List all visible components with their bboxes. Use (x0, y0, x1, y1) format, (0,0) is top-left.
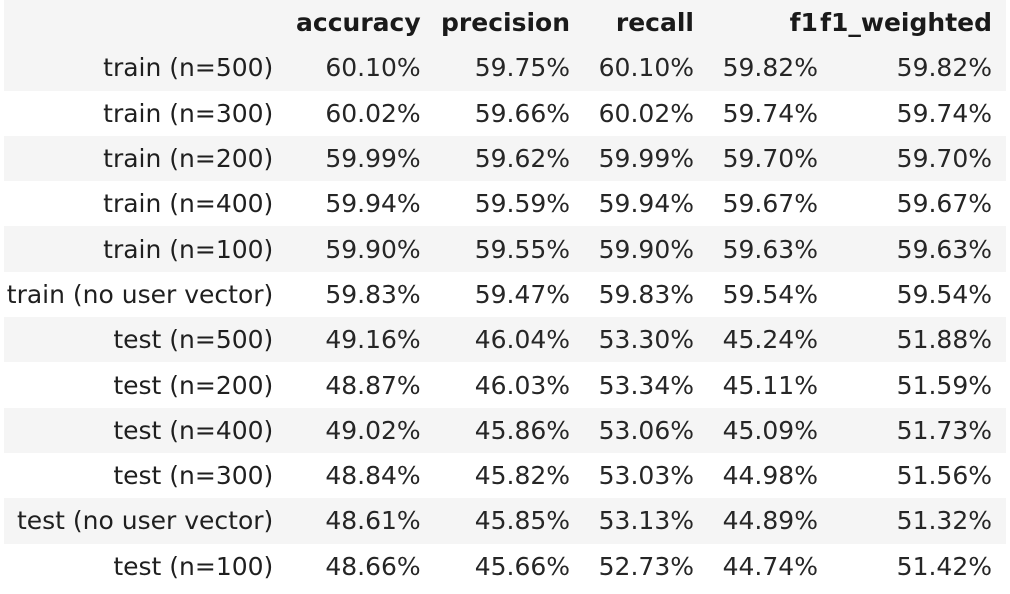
cell-f1: 45.09% (722, 415, 818, 445)
cell-accuracy: 59.94% (325, 189, 421, 219)
row-label: train (no user vector) (6, 279, 274, 309)
table-header: accuracy precision recall f1 f1_weighted (4, 0, 1006, 46)
cell-f1-weighted: 51.56% (896, 461, 992, 491)
cell-precision: 59.59% (474, 189, 571, 219)
row-label: test (n=200) (113, 370, 274, 400)
cell-precision: 45.82% (474, 461, 571, 491)
cell-recall: 52.73% (598, 551, 694, 581)
cell-f1: 59.70% (722, 144, 818, 174)
cell-f1: 45.11% (722, 370, 818, 400)
cell-recall: 59.90% (598, 234, 694, 264)
table-row: test (n=500) 49.16% 46.04% 53.30% 45.24%… (4, 317, 1006, 363)
cell-f1-weighted: 59.74% (896, 98, 992, 128)
cell-f1-weighted: 51.32% (896, 506, 992, 536)
cell-recall: 53.06% (598, 415, 694, 445)
cell-f1-weighted: 51.88% (896, 325, 992, 355)
cell-f1: 59.63% (722, 234, 818, 264)
cell-recall: 59.99% (598, 144, 694, 174)
cell-f1: 59.74% (722, 98, 818, 128)
cell-f1-weighted: 59.70% (896, 144, 992, 174)
row-label: train (n=500) (103, 53, 274, 83)
row-label: test (n=300) (113, 461, 274, 491)
cell-f1-weighted: 51.73% (896, 415, 992, 445)
cell-precision: 59.75% (474, 53, 571, 83)
metrics-table: accuracy precision recall f1 f1_weighted… (4, 0, 1006, 589)
table-row: train (n=500) 60.10% 59.75% 60.10% 59.82… (4, 45, 1006, 91)
table-row: train (n=100) 59.90% 59.55% 59.90% 59.63… (4, 226, 1006, 272)
cell-f1: 44.98% (722, 461, 818, 491)
cell-f1: 59.54% (722, 279, 818, 309)
cell-f1: 44.74% (722, 551, 818, 581)
cell-recall: 53.03% (598, 461, 694, 491)
cell-precision: 45.86% (474, 415, 571, 445)
cell-precision: 45.66% (474, 551, 571, 581)
cell-accuracy: 48.66% (325, 551, 421, 581)
cell-accuracy: 60.02% (325, 98, 421, 128)
header-index-cell (4, 0, 274, 46)
cell-f1: 44.89% (722, 506, 818, 536)
row-label: test (n=400) (113, 415, 274, 445)
row-label: train (n=400) (103, 189, 274, 219)
cell-accuracy: 48.61% (325, 506, 421, 536)
table-row: test (no user vector) 48.61% 45.85% 53.1… (4, 498, 1006, 544)
cell-recall: 53.13% (598, 506, 694, 536)
cell-f1: 59.67% (722, 189, 818, 219)
header-f1: f1 (693, 0, 818, 46)
header-recall: recall (570, 0, 694, 46)
row-label: train (n=300) (103, 98, 274, 128)
row-label: train (n=100) (103, 234, 274, 264)
cell-precision: 46.04% (474, 325, 571, 355)
row-label: test (n=100) (113, 551, 274, 581)
header-precision: precision (420, 0, 571, 46)
cell-accuracy: 59.83% (325, 279, 421, 309)
cell-accuracy: 48.87% (325, 370, 421, 400)
cell-precision: 46.03% (474, 370, 571, 400)
cell-recall: 53.34% (598, 370, 694, 400)
table-body: train (n=500) 60.10% 59.75% 60.10% 59.82… (4, 45, 1006, 589)
cell-precision: 59.62% (474, 144, 571, 174)
cell-f1: 59.82% (722, 53, 818, 83)
cell-f1-weighted: 59.82% (896, 53, 992, 83)
table-row: test (n=100) 48.66% 45.66% 52.73% 44.74%… (4, 543, 1006, 589)
cell-accuracy: 59.99% (325, 144, 421, 174)
cell-recall: 59.83% (598, 279, 694, 309)
cell-precision: 45.85% (474, 506, 571, 536)
cell-f1-weighted: 59.54% (896, 279, 992, 309)
cell-precision: 59.66% (474, 98, 571, 128)
cell-recall: 59.94% (598, 189, 694, 219)
cell-accuracy: 48.84% (325, 461, 421, 491)
table-row: train (no user vector) 59.83% 59.47% 59.… (4, 271, 1006, 318)
cell-accuracy: 60.10% (325, 53, 421, 83)
header-f1-weighted: f1_weighted (817, 0, 1006, 46)
cell-f1-weighted: 51.42% (896, 551, 992, 581)
table-row: train (n=400) 59.94% 59.59% 59.94% 59.67… (4, 181, 1006, 227)
cell-accuracy: 49.16% (325, 325, 421, 355)
table-row: test (n=400) 49.02% 45.86% 53.06% 45.09%… (4, 407, 1006, 453)
cell-recall: 60.10% (598, 53, 694, 83)
table-row: test (n=200) 48.87% 46.03% 53.34% 45.11%… (4, 362, 1006, 408)
table-row: test (n=300) 48.84% 45.82% 53.03% 44.98%… (4, 452, 1006, 499)
cell-f1-weighted: 59.63% (896, 234, 992, 264)
cell-recall: 60.02% (598, 98, 694, 128)
header-accuracy: accuracy (273, 0, 421, 46)
cell-f1-weighted: 59.67% (896, 189, 992, 219)
cell-precision: 59.55% (474, 234, 571, 264)
row-label: test (n=500) (113, 325, 274, 355)
header-row: accuracy precision recall f1 f1_weighted (4, 0, 1006, 46)
cell-precision: 59.47% (474, 279, 571, 309)
cell-accuracy: 49.02% (325, 415, 421, 445)
cell-accuracy: 59.90% (325, 234, 421, 264)
cell-recall: 53.30% (598, 325, 694, 355)
cell-f1: 45.24% (722, 325, 818, 355)
cell-f1-weighted: 51.59% (896, 370, 992, 400)
row-label: test (no user vector) (16, 506, 274, 536)
table-row: train (n=200) 59.99% 59.62% 59.99% 59.70… (4, 135, 1006, 182)
table-row: train (n=300) 60.02% 59.66% 60.02% 59.74… (4, 90, 1006, 136)
row-label: train (n=200) (103, 144, 274, 174)
